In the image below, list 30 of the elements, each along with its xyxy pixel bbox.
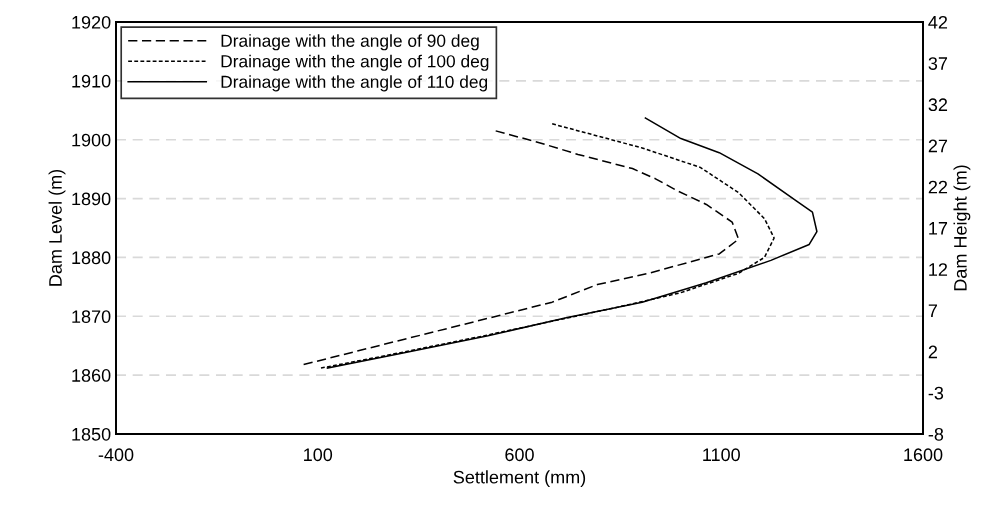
y2-tick-label: 12 [929,263,948,276]
x-axis-title: Settlement (mm) [453,470,586,488]
y2-tick-label: 22 [928,180,948,194]
y-axis-title: Dam Level (m) [48,169,66,286]
y-tick-label: 1910 [72,74,111,88]
x-tick-label: 1600 [904,448,943,462]
x-tick-label: 1100 [703,448,740,462]
y2-tick-label: 27 [928,139,948,153]
y2-tick-label: -8 [928,427,944,441]
y2-tick-label: -3 [928,386,944,400]
y2-tick-label: 7 [928,304,937,317]
legend-label: Drainage with the angle of 90 deg [221,34,479,51]
y-tick-label: 1870 [72,310,111,324]
y-tick-label: 1880 [72,251,111,265]
x-tick-label: -400 [98,448,134,462]
y-tick-label: 1890 [72,192,111,206]
y2-tick-label: 37 [928,57,948,70]
legend-label: Drainage with the angle of 100 deg [221,54,489,71]
legend-label: Drainage with the angle of 110 deg [221,75,488,92]
y-tick-label: 1860 [72,369,111,382]
x-tick-label: 600 [505,448,534,462]
y2-tick-label: 17 [929,222,948,235]
y2-tick-label: 32 [928,98,948,112]
y2-tick-label: 42 [928,15,948,29]
y-tick-label: 1920 [72,15,111,29]
y-tick-label: 1900 [72,133,111,147]
x-tick-label: 100 [304,448,333,462]
y2-axis-title: Dam Height (m) [953,165,971,291]
y2-tick-label: 2 [928,345,937,359]
y-tick-label: 1850 [72,427,111,441]
